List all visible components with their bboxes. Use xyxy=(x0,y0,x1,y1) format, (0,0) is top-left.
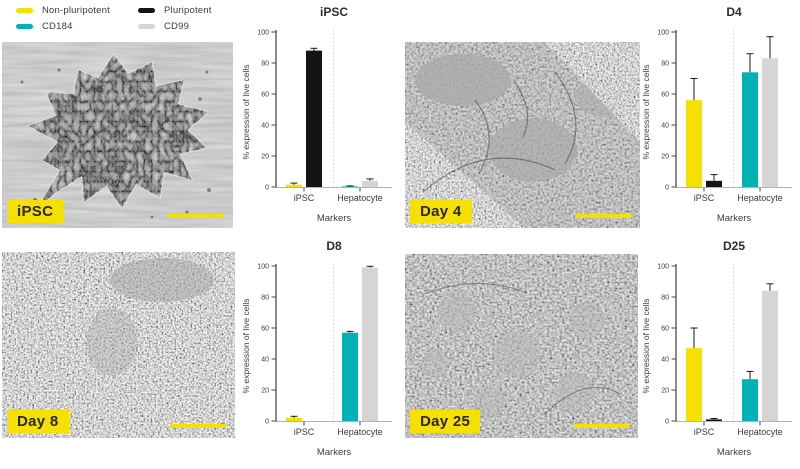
legend-item-cd99: CD99 xyxy=(137,21,212,32)
y-axis-label: % expression of live cells xyxy=(641,65,651,160)
y-axis-label: % expression of live cells xyxy=(241,299,251,394)
chart-d25: 0 20 40 60 80 100 iPSC Hepatocyte D25 % expressio… xyxy=(640,234,800,469)
micrograph-ipsc-image xyxy=(2,42,233,228)
scale-bar xyxy=(573,424,629,428)
legend-item-cd184: CD184 xyxy=(16,21,110,32)
y-axis-label: % expression of live cells xyxy=(241,65,251,160)
group-label: iPSC xyxy=(294,193,315,203)
micrograph-day8-image xyxy=(2,252,235,438)
bar-CD99 xyxy=(762,290,778,421)
micrograph-day4-label: Day 4 xyxy=(410,199,472,223)
group-label: Hepatocyte xyxy=(737,427,783,437)
bar-CD99 xyxy=(362,180,378,187)
y-tick-label: 80 xyxy=(261,60,269,67)
y-tick-label: 60 xyxy=(661,91,669,98)
group-label: iPSC xyxy=(694,427,715,437)
chart-title: D4 xyxy=(726,5,742,19)
micrograph-day4: Day 4 xyxy=(405,42,640,228)
chart-title: D8 xyxy=(326,239,342,253)
legend-item-pluripotent: Pluripotent xyxy=(137,5,212,16)
bar-Pluripotent xyxy=(706,180,722,187)
bar-Non-pluripotent xyxy=(686,100,702,187)
chart-d4: 0 20 40 60 80 100 iPSC Hepatocyte D4 % expression… xyxy=(640,0,800,235)
x-axis-label: Markers xyxy=(317,447,352,458)
bar-Non-pluripotent xyxy=(286,417,302,421)
y-tick-label: 80 xyxy=(661,60,669,67)
group-label: Hepatocyte xyxy=(337,193,383,203)
bar-CD99 xyxy=(362,267,378,421)
y-tick-label: 80 xyxy=(661,294,669,301)
pluripotent-swatch xyxy=(137,8,155,13)
bar-CD99 xyxy=(762,58,778,187)
bar-chart-D25: 0 20 40 60 80 100 iPSC Hepatocyte D25 % expressio… xyxy=(641,239,792,458)
group-label: Hepatocyte xyxy=(337,427,383,437)
y-tick-label: 40 xyxy=(261,356,269,363)
micrograph-day25: Day 25 xyxy=(405,254,638,438)
legend-label-pluripotent: Pluripotent xyxy=(163,5,212,16)
micrograph-day25-image xyxy=(405,254,638,438)
micrograph-ipsc-label: iPSC xyxy=(7,199,64,223)
cd184-swatch xyxy=(16,24,33,29)
y-tick-label: 0 xyxy=(265,418,269,425)
micrograph-ipsc: iPSC xyxy=(2,42,233,228)
y-tick-label: 40 xyxy=(261,122,269,129)
y-axis-label: % expression of live cells xyxy=(641,299,651,394)
legend-label-cd99: CD99 xyxy=(163,21,190,32)
bar-CD184 xyxy=(342,186,358,187)
y-tick-label: 20 xyxy=(661,153,669,160)
y-tick-label: 100 xyxy=(657,29,669,36)
y-tick-label: 100 xyxy=(657,263,669,270)
y-tick-label: 0 xyxy=(665,184,669,191)
y-tick-label: 0 xyxy=(665,418,669,425)
chart-title: iPSC xyxy=(320,5,348,19)
bar-CD184 xyxy=(742,379,758,421)
scale-bar xyxy=(575,214,631,218)
bar-Pluripotent xyxy=(306,50,322,187)
micrograph-day4-image xyxy=(405,42,640,228)
bar-chart-iPSC: 0 20 40 60 80 100 iPSC Hepatocyte iPSC % expressi… xyxy=(241,5,392,224)
chart-d8: 0 20 40 60 80 100 iPSC Hepatocyte D8 % expression… xyxy=(240,234,400,469)
y-tick-label: 0 xyxy=(265,184,269,191)
chart-title: D25 xyxy=(723,239,745,253)
bar-chart-D8: 0 20 40 60 80 100 iPSC Hepatocyte D8 % expression… xyxy=(241,239,392,458)
x-axis-label: Markers xyxy=(717,213,752,224)
y-tick-label: 20 xyxy=(261,153,269,160)
bar-CD184 xyxy=(742,72,758,187)
group-label: Hepatocyte xyxy=(737,193,783,203)
cd99-swatch xyxy=(137,24,155,29)
y-tick-label: 100 xyxy=(257,263,269,270)
y-tick-label: 60 xyxy=(261,91,269,98)
x-axis-label: Markers xyxy=(317,213,352,224)
legend: Non-pluripotent Pluripotent CD184 CD99 xyxy=(16,5,212,32)
y-tick-label: 20 xyxy=(261,387,269,394)
y-tick-label: 60 xyxy=(661,325,669,332)
bar-CD184 xyxy=(342,332,358,421)
y-tick-label: 100 xyxy=(257,29,269,36)
micrograph-day8-label: Day 8 xyxy=(7,409,69,433)
x-axis-label: Markers xyxy=(717,447,752,458)
chart-ipsc: 0 20 40 60 80 100 iPSC Hepatocyte iPSC % expressi… xyxy=(240,0,400,235)
non-pluripotent-swatch xyxy=(16,8,33,13)
legend-label-cd184: CD184 xyxy=(42,21,73,32)
bar-Pluripotent xyxy=(706,419,722,421)
scale-bar xyxy=(170,424,226,428)
bar-Non-pluripotent xyxy=(286,184,302,187)
bar-Non-pluripotent xyxy=(686,348,702,421)
y-tick-label: 80 xyxy=(261,294,269,301)
group-label: iPSC xyxy=(294,427,315,437)
group-label: iPSC xyxy=(694,193,715,203)
micrograph-day8: Day 8 xyxy=(2,252,235,438)
micrograph-day25-label: Day 25 xyxy=(410,409,481,433)
y-tick-label: 40 xyxy=(661,356,669,363)
scale-bar xyxy=(168,214,224,218)
bar-chart-D4: 0 20 40 60 80 100 iPSC Hepatocyte D4 % expression… xyxy=(641,5,792,224)
y-tick-label: 40 xyxy=(661,122,669,129)
y-tick-label: 20 xyxy=(661,387,669,394)
y-tick-label: 60 xyxy=(261,325,269,332)
legend-label-non-pluripotent: Non-pluripotent xyxy=(42,5,110,16)
legend-item-non-pluripotent: Non-pluripotent xyxy=(16,5,110,16)
